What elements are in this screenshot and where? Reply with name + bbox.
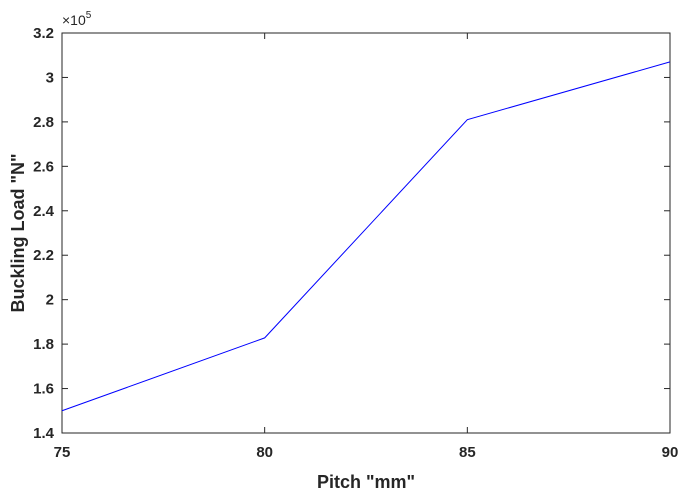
plot-area — [61, 32, 671, 434]
y-tick-label: 1.6 — [33, 381, 54, 398]
x-tick-label: 80 — [256, 444, 273, 461]
y-axis-multiplier: ×105 — [62, 10, 92, 28]
x-axis-title: Pitch "mm" — [317, 472, 415, 492]
x-tick-label: 90 — [662, 444, 679, 461]
y-axis-title: Buckling Load "N" — [8, 153, 28, 312]
y-axis-multiplier-base: ×10 — [62, 12, 86, 28]
y-tick-label: 3.2 — [33, 25, 54, 42]
y-axis-ticks: 1.4 1.6 1.8 2 2.2 2.4 2.6 2.8 3 3.2 — [33, 25, 670, 442]
x-axis-ticks: 75 80 85 90 — [54, 33, 679, 461]
y-tick-label: 2.6 — [33, 158, 54, 175]
series-line — [61, 61, 671, 412]
y-axis-multiplier-exponent: 5 — [86, 10, 92, 21]
y-tick-label: 2.8 — [33, 114, 54, 131]
y-tick-label: 1.8 — [33, 336, 54, 353]
y-tick-label: 2.2 — [33, 247, 54, 264]
axes-box — [61, 32, 671, 434]
series-layer — [61, 61, 671, 412]
x-tick-label: 75 — [54, 444, 71, 461]
y-tick-label: 3 — [46, 69, 54, 86]
x-tick-label: 85 — [459, 444, 476, 461]
y-tick-label: 2 — [46, 292, 54, 309]
y-tick-label: 2.4 — [33, 203, 55, 220]
y-tick-label: 1.4 — [33, 425, 55, 442]
